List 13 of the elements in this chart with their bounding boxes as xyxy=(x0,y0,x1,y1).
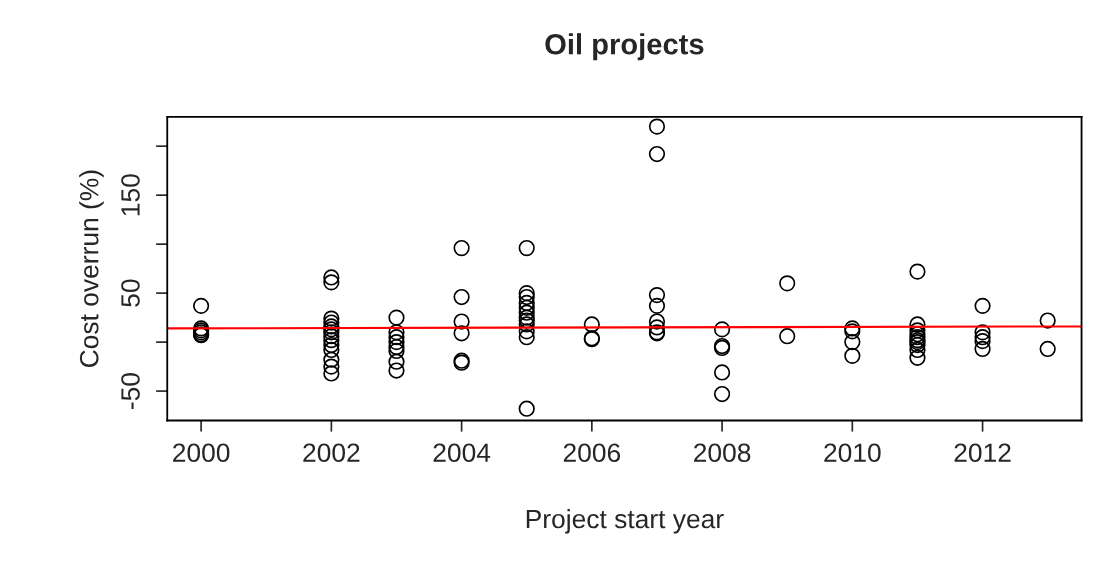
x-tick-label: 2004 xyxy=(433,443,491,463)
y-tick-label: 150 xyxy=(121,174,140,216)
x-tick-label: 2006 xyxy=(563,443,621,463)
chart-title: Oil projects xyxy=(545,33,704,61)
y-axis-title: Cost overrun (%) xyxy=(79,170,104,368)
x-tick-label: 2000 xyxy=(173,443,230,463)
x-axis-title: Project start year xyxy=(526,508,724,534)
x-tick-label: 2012 xyxy=(954,443,1011,463)
y-tick-label: -50 xyxy=(121,373,140,409)
x-tick-label: 2002 xyxy=(303,443,360,463)
x-tick-label: 2008 xyxy=(694,443,751,463)
y-tick-label: 50 xyxy=(121,279,140,307)
x-tick-label: 2010 xyxy=(824,443,881,463)
